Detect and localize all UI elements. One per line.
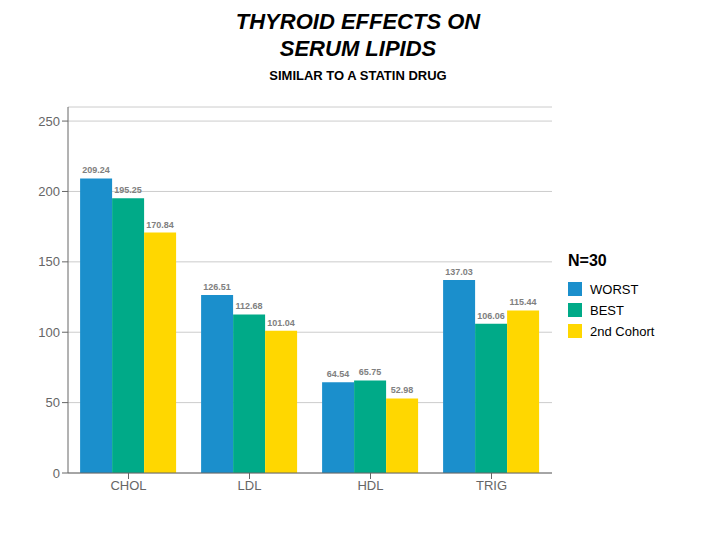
svg-text:65.75: 65.75 xyxy=(359,367,382,377)
svg-text:HDL: HDL xyxy=(357,478,383,493)
svg-text:52.98: 52.98 xyxy=(391,385,414,395)
svg-text:170.84: 170.84 xyxy=(146,220,174,230)
svg-text:137.03: 137.03 xyxy=(445,267,473,277)
svg-text:106.06: 106.06 xyxy=(477,311,505,321)
svg-text:112.68: 112.68 xyxy=(236,301,263,311)
svg-text:209.24: 209.24 xyxy=(82,165,110,175)
html-text:2nd Cohort: 2nd Cohort xyxy=(590,323,655,339)
svg-text:100: 100 xyxy=(38,325,60,340)
html-text:SIMILAR TO A STATIN DRUG: SIMILAR TO A STATIN DRUG xyxy=(269,68,447,83)
html-text:N=30: N=30 xyxy=(568,251,607,269)
svg-text:101.04: 101.04 xyxy=(267,318,295,328)
svg-text:195.25: 195.25 xyxy=(114,185,142,195)
svg-text:CHOL: CHOL xyxy=(110,478,146,493)
svg-text:250: 250 xyxy=(38,114,60,129)
svg-text:50: 50 xyxy=(46,395,60,410)
svg-text:115.44: 115.44 xyxy=(510,297,537,307)
html-text:THYROID EFFECTS ON: THYROID EFFECTS ON xyxy=(235,9,481,34)
html-text:SERUM LIPIDS: SERUM LIPIDS xyxy=(279,36,437,61)
svg-text:150: 150 xyxy=(38,254,60,269)
html-text:WORST: WORST xyxy=(590,281,639,297)
svg-text:0: 0 xyxy=(53,466,60,481)
svg-text:TRIG: TRIG xyxy=(476,478,507,493)
svg-text:200: 200 xyxy=(38,184,60,199)
svg-text:LDL: LDL xyxy=(238,478,262,493)
svg-text:126.51: 126.51 xyxy=(203,282,231,292)
html-text:BEST: BEST xyxy=(590,302,624,318)
svg-text:64.54: 64.54 xyxy=(327,369,350,379)
